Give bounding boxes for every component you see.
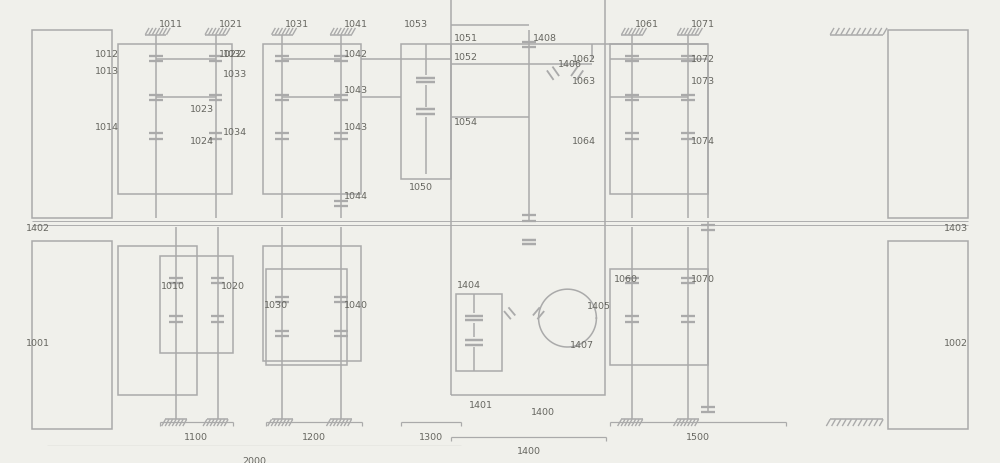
Text: 1050: 1050 xyxy=(409,182,433,191)
Text: 1053: 1053 xyxy=(404,19,428,29)
Text: 1020: 1020 xyxy=(220,281,244,290)
Text: 1034: 1034 xyxy=(223,127,247,136)
Bar xyxy=(32,241,112,429)
Text: 1032: 1032 xyxy=(223,50,247,59)
Bar xyxy=(610,269,708,365)
Text: 1406: 1406 xyxy=(558,60,582,69)
Text: 1021: 1021 xyxy=(219,19,243,29)
Text: 1043: 1043 xyxy=(344,86,368,95)
Bar xyxy=(266,269,347,365)
Text: 1073: 1073 xyxy=(691,77,715,86)
Text: 1060: 1060 xyxy=(614,275,638,283)
Text: 1030: 1030 xyxy=(264,300,288,309)
Bar xyxy=(888,31,968,219)
Text: 1013: 1013 xyxy=(95,67,119,75)
Bar xyxy=(263,45,361,194)
Bar xyxy=(263,246,361,362)
Text: 1023: 1023 xyxy=(190,105,214,114)
Bar xyxy=(32,31,112,219)
Bar xyxy=(456,294,502,371)
Text: 1041: 1041 xyxy=(344,19,368,29)
Text: 1043: 1043 xyxy=(344,123,368,131)
Text: 1064: 1064 xyxy=(572,137,596,146)
Text: 1014: 1014 xyxy=(95,123,119,131)
Text: 1401: 1401 xyxy=(469,400,493,409)
Text: 1407: 1407 xyxy=(570,340,594,349)
Text: 1042: 1042 xyxy=(344,50,368,59)
Text: 1063: 1063 xyxy=(572,77,596,86)
Text: 1071: 1071 xyxy=(691,19,715,29)
Text: 1024: 1024 xyxy=(190,137,214,146)
Text: 1200: 1200 xyxy=(302,432,326,441)
Bar xyxy=(888,241,968,429)
Text: 1404: 1404 xyxy=(457,280,481,289)
Text: 1400: 1400 xyxy=(516,446,540,455)
Text: 1012: 1012 xyxy=(95,50,119,59)
Bar xyxy=(451,0,605,395)
Text: 1400: 1400 xyxy=(531,407,555,416)
Text: 1070: 1070 xyxy=(691,275,715,283)
Text: 1402: 1402 xyxy=(26,224,50,232)
Text: 1403: 1403 xyxy=(943,224,968,232)
Text: 1061: 1061 xyxy=(635,19,659,29)
Text: 1051: 1051 xyxy=(454,34,478,43)
Text: 1062: 1062 xyxy=(572,55,596,64)
Bar xyxy=(118,45,232,194)
Bar xyxy=(160,257,233,353)
Text: 2000: 2000 xyxy=(242,456,266,463)
Text: 1002: 1002 xyxy=(944,338,968,347)
Text: 1054: 1054 xyxy=(454,118,478,127)
Text: 1408: 1408 xyxy=(533,34,557,43)
Bar xyxy=(401,45,451,180)
Text: 1011: 1011 xyxy=(159,19,183,29)
Text: 1072: 1072 xyxy=(691,55,715,64)
Bar xyxy=(118,246,197,395)
Text: 1300: 1300 xyxy=(419,432,443,441)
Text: 1405: 1405 xyxy=(587,301,611,310)
Text: 1033: 1033 xyxy=(223,69,247,79)
Bar xyxy=(610,45,708,194)
Text: 1001: 1001 xyxy=(26,338,50,347)
Text: 1100: 1100 xyxy=(184,432,208,441)
Text: 1031: 1031 xyxy=(285,19,309,29)
Text: 1052: 1052 xyxy=(454,53,478,62)
Text: 1040: 1040 xyxy=(344,300,368,309)
Text: 1010: 1010 xyxy=(161,281,185,290)
Text: 1022: 1022 xyxy=(219,50,243,59)
Text: 1074: 1074 xyxy=(691,137,715,146)
Text: 1500: 1500 xyxy=(686,432,710,441)
Text: 1044: 1044 xyxy=(344,192,368,201)
